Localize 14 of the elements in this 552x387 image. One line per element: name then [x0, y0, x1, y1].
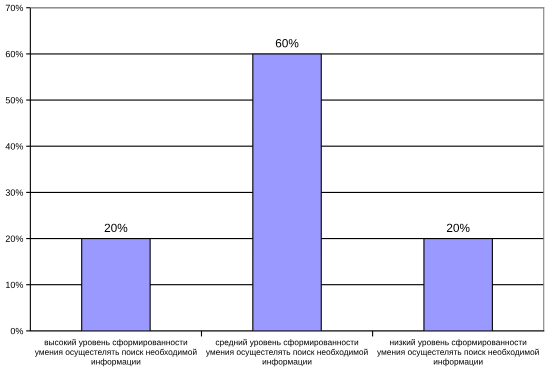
y-tick-label: 40%	[6, 143, 24, 150]
y-tick-label: 20%	[6, 236, 24, 242]
data-label: 20%	[446, 224, 470, 232]
y-tick-label: 10%	[6, 282, 24, 288]
data-label: 60%	[276, 39, 298, 48]
y-tick-label: 70%	[6, 4, 24, 12]
y-tick-label: 0%	[10, 328, 24, 334]
data-label: 20%	[104, 224, 128, 232]
x-tick-label: высокий уровень сформированности умения осущестелять поиск необходимой информации	[34, 338, 197, 366]
y-tick-label: 50%	[6, 97, 24, 104]
y-tick-label: 30%	[6, 189, 24, 196]
y-tick-label: 60%	[6, 50, 24, 58]
x-tick-label: низкий уровень сформированности умения осущестелять поиск необходимой информации	[377, 338, 539, 366]
x-tick-label: средний уровень сформированности умения осущестелять поиск необходимой информации	[206, 338, 368, 366]
